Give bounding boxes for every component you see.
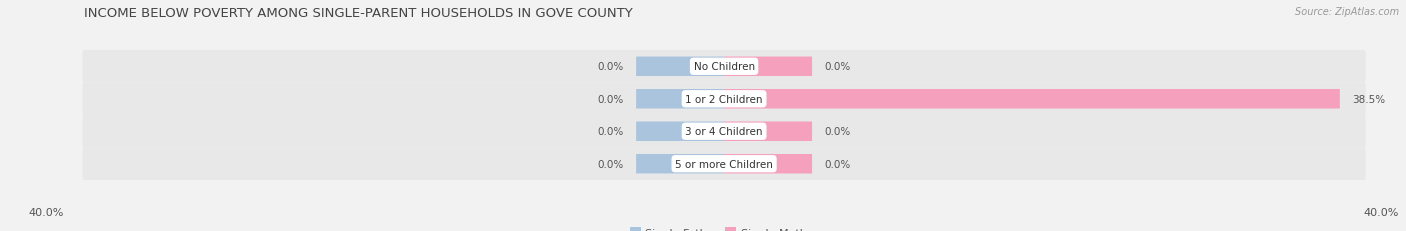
FancyBboxPatch shape [724,154,813,174]
Text: 5 or more Children: 5 or more Children [675,159,773,169]
FancyBboxPatch shape [636,57,724,77]
Text: INCOME BELOW POVERTY AMONG SINGLE-PARENT HOUSEHOLDS IN GOVE COUNTY: INCOME BELOW POVERTY AMONG SINGLE-PARENT… [84,7,633,20]
FancyBboxPatch shape [636,154,724,174]
FancyBboxPatch shape [636,90,724,109]
Text: 0.0%: 0.0% [598,62,623,72]
Text: Source: ZipAtlas.com: Source: ZipAtlas.com [1295,7,1399,17]
Legend: Single Father, Single Mother: Single Father, Single Mother [626,223,823,231]
FancyBboxPatch shape [636,122,724,141]
Text: 40.0%: 40.0% [28,207,63,217]
Text: 0.0%: 0.0% [825,159,851,169]
FancyBboxPatch shape [724,122,813,141]
FancyBboxPatch shape [724,57,813,77]
Text: 0.0%: 0.0% [825,62,851,72]
Text: 0.0%: 0.0% [598,127,623,137]
Text: 0.0%: 0.0% [598,94,623,104]
Text: 3 or 4 Children: 3 or 4 Children [685,127,763,137]
FancyBboxPatch shape [83,83,1365,116]
Text: No Children: No Children [693,62,755,72]
Text: 38.5%: 38.5% [1353,94,1386,104]
FancyBboxPatch shape [83,116,1365,148]
Text: 0.0%: 0.0% [825,127,851,137]
Text: 40.0%: 40.0% [1364,207,1399,217]
FancyBboxPatch shape [83,148,1365,180]
Text: 0.0%: 0.0% [598,159,623,169]
FancyBboxPatch shape [83,51,1365,83]
FancyBboxPatch shape [724,90,1340,109]
Text: 1 or 2 Children: 1 or 2 Children [685,94,763,104]
